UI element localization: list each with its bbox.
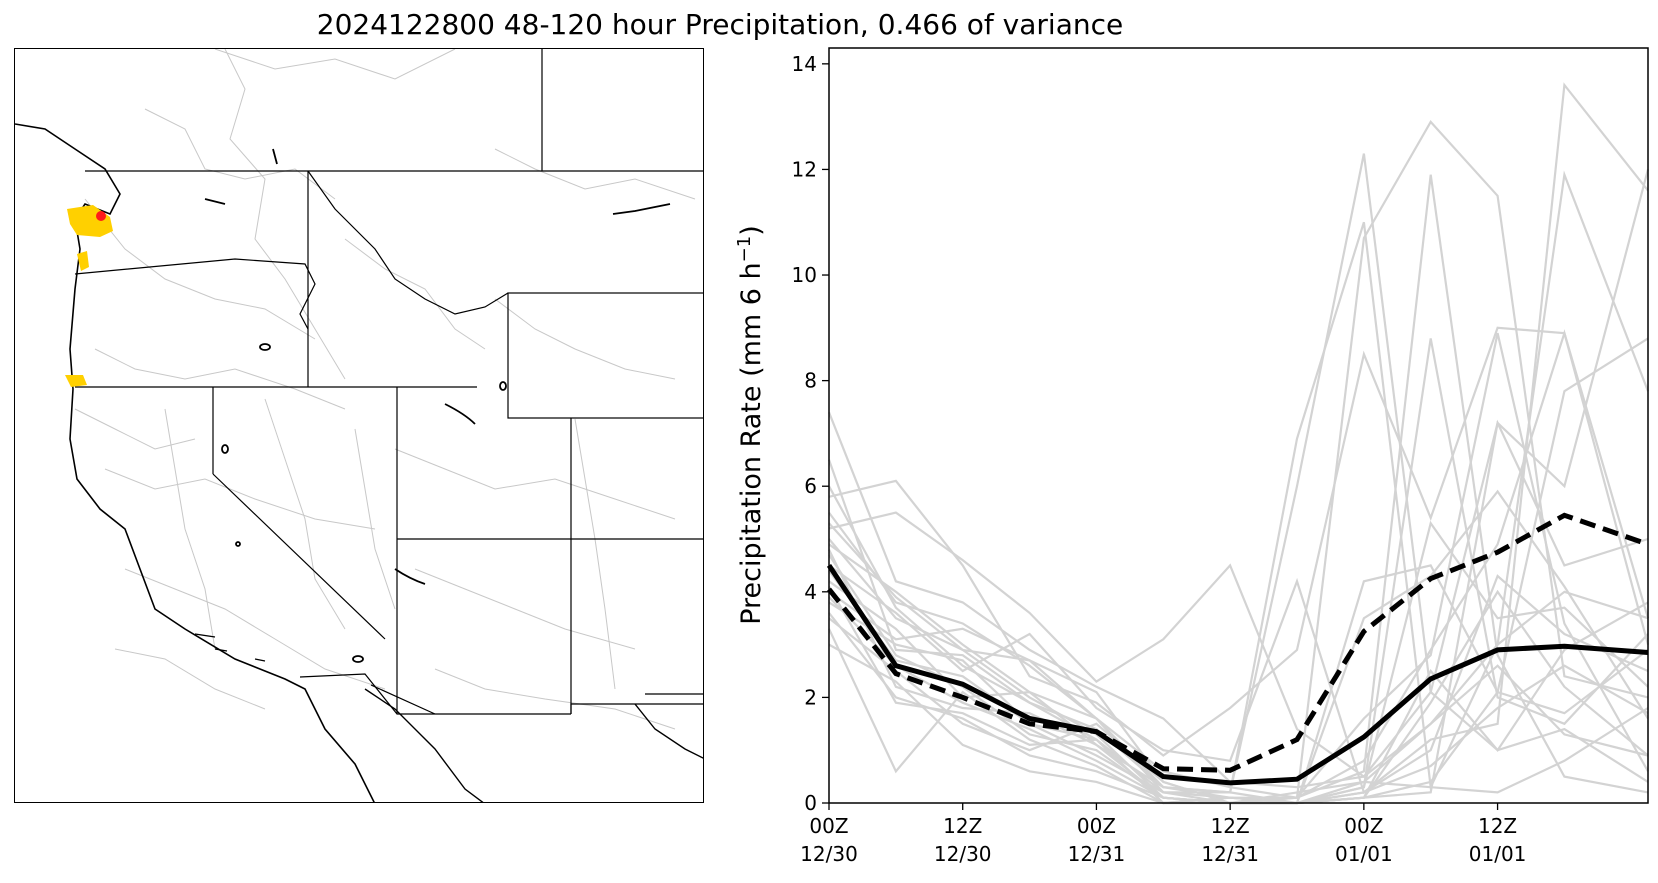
red-region bbox=[96, 211, 106, 221]
y-tick-label: 4 bbox=[804, 580, 817, 604]
summary-line-2 bbox=[827, 512, 1649, 773]
islands bbox=[194, 633, 266, 662]
x-tick-label-time: 12Z bbox=[1478, 814, 1517, 838]
y-tick-label: 12 bbox=[792, 157, 817, 181]
y-tick-label: 6 bbox=[804, 474, 817, 498]
ensemble-line-19 bbox=[828, 570, 1649, 805]
x-tick-label-date: 12/30 bbox=[800, 842, 858, 866]
x-tick-label-date: 01/01 bbox=[1335, 842, 1393, 866]
x-tick-label-time: 12Z bbox=[1211, 814, 1250, 838]
y-tick-label: 14 bbox=[792, 52, 817, 76]
x-tick-label-time: 00Z bbox=[1077, 814, 1116, 838]
coastline bbox=[15, 123, 375, 802]
x-tick-label-date: 01/01 bbox=[1469, 842, 1527, 866]
y-axis-label-sup: −1 bbox=[734, 236, 755, 263]
coastline-baja bbox=[364, 688, 484, 802]
precipitation-map bbox=[14, 48, 704, 803]
summary-line-1 bbox=[826, 564, 1649, 786]
map-svg bbox=[15, 49, 703, 802]
x-tick-label-time: 12Z bbox=[943, 814, 982, 838]
x-tick-label-time: 00Z bbox=[1344, 814, 1383, 838]
plot-frame bbox=[828, 47, 1649, 804]
y-tick-label: 10 bbox=[792, 263, 817, 287]
yellow-region-nca bbox=[65, 375, 87, 387]
y-tick-label: 8 bbox=[804, 369, 817, 393]
lakes bbox=[204, 148, 671, 663]
summary-series-group bbox=[826, 512, 1649, 786]
ensemble-line-11 bbox=[828, 337, 1649, 805]
coastline-mexico bbox=[634, 703, 703, 759]
x-tick-label-date: 12/30 bbox=[934, 842, 992, 866]
y-axis-label: Precipitation Rate (mm 6 h−1) bbox=[734, 225, 768, 625]
x-axis-ticks: 00Z 12/30 12Z 12/30 00Z 12/31 12Z 12/31 00Z 01/01… bbox=[800, 803, 1526, 866]
chart-title: 2024122800 48-120 hour Precipitation, 0.… bbox=[316, 8, 1124, 41]
y-tick-label: 0 bbox=[804, 791, 817, 815]
y-axis-ticks: 0 2 4 6 8 10 12 14 bbox=[792, 52, 829, 815]
y-tick-label: 2 bbox=[804, 685, 817, 709]
yellow-region-wa-south bbox=[77, 251, 89, 271]
ensemble-line-3 bbox=[828, 326, 1650, 757]
highlighted-regions bbox=[65, 205, 113, 387]
x-tick-label-time: 00Z bbox=[809, 814, 848, 838]
x-tick-label-date: 12/31 bbox=[1068, 842, 1126, 866]
x-tick-label-date: 12/31 bbox=[1201, 842, 1259, 866]
ensemble-line-6 bbox=[828, 82, 1649, 795]
state-borders bbox=[74, 49, 703, 715]
ensemble-series-group bbox=[827, 82, 1650, 805]
